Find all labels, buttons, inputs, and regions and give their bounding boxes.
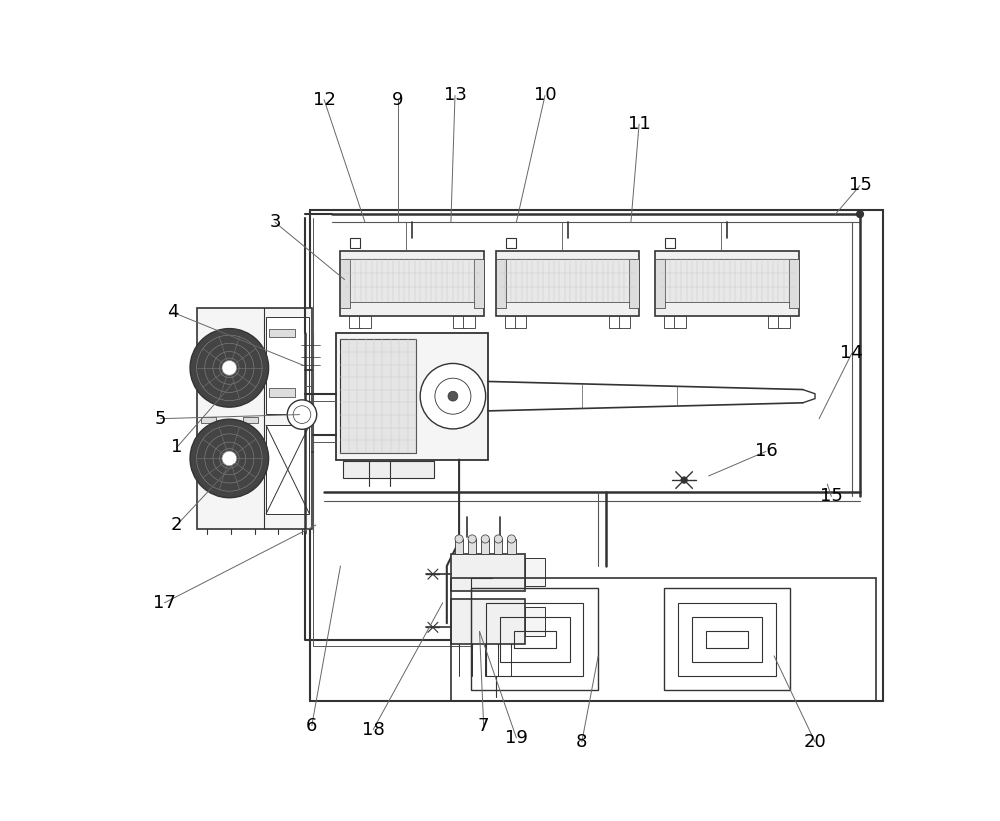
Circle shape — [856, 210, 864, 218]
Bar — [310, 210, 883, 701]
Text: 4: 4 — [167, 303, 178, 321]
Bar — [340, 251, 484, 316]
Bar — [514, 631, 556, 648]
Text: 20: 20 — [804, 733, 826, 751]
Bar — [201, 416, 216, 423]
Text: 2: 2 — [171, 516, 183, 534]
Text: 18: 18 — [362, 721, 385, 739]
Circle shape — [681, 477, 687, 484]
Bar — [515, 316, 526, 328]
Text: 16: 16 — [755, 443, 777, 461]
Bar — [655, 251, 799, 316]
Bar — [486, 603, 583, 676]
Bar — [706, 631, 748, 648]
Bar — [343, 461, 434, 478]
Circle shape — [448, 392, 458, 401]
Bar — [629, 259, 639, 308]
Text: 6: 6 — [306, 717, 317, 735]
Text: 15: 15 — [820, 488, 843, 506]
Bar — [655, 259, 665, 308]
Bar — [496, 251, 639, 316]
Bar — [619, 316, 630, 328]
Text: 3: 3 — [269, 213, 281, 232]
Circle shape — [468, 534, 476, 543]
Bar — [474, 259, 484, 308]
Text: 7: 7 — [478, 717, 489, 735]
Text: 5: 5 — [155, 410, 166, 428]
Bar — [269, 388, 295, 397]
Text: 1: 1 — [171, 438, 182, 456]
Text: 19: 19 — [505, 729, 528, 747]
Circle shape — [190, 420, 269, 498]
Circle shape — [494, 534, 502, 543]
Circle shape — [287, 400, 317, 429]
Text: 11: 11 — [628, 115, 650, 133]
Bar — [660, 259, 795, 301]
Bar — [453, 316, 465, 328]
Text: 10: 10 — [534, 86, 556, 104]
Bar — [664, 316, 676, 328]
Bar — [359, 316, 371, 328]
Text: 14: 14 — [840, 344, 863, 362]
Bar — [336, 333, 488, 460]
Bar — [500, 617, 570, 662]
Bar — [345, 259, 480, 301]
Text: 8: 8 — [576, 733, 588, 751]
Bar — [609, 316, 620, 328]
Bar — [692, 617, 762, 662]
Bar — [350, 238, 360, 248]
Bar — [525, 557, 545, 586]
Bar — [778, 316, 790, 328]
Text: 13: 13 — [444, 86, 466, 104]
Bar — [455, 539, 463, 553]
Circle shape — [455, 534, 463, 543]
Bar — [507, 539, 516, 553]
Bar — [481, 539, 489, 553]
Bar — [451, 553, 525, 590]
Bar — [266, 425, 309, 514]
Bar — [496, 259, 506, 308]
Bar — [664, 588, 790, 690]
Bar — [494, 539, 502, 553]
Bar — [678, 603, 776, 676]
Bar — [674, 316, 686, 328]
Text: 17: 17 — [153, 594, 176, 612]
Circle shape — [507, 534, 516, 543]
Text: 15: 15 — [849, 177, 871, 195]
Bar — [789, 259, 799, 308]
Bar — [349, 316, 361, 328]
Circle shape — [190, 328, 269, 407]
Bar — [500, 259, 635, 301]
Bar — [451, 578, 876, 701]
Bar — [197, 308, 312, 530]
Bar — [471, 588, 598, 690]
Bar — [468, 539, 476, 553]
Circle shape — [222, 360, 237, 375]
Bar — [768, 316, 780, 328]
Bar — [506, 238, 516, 248]
Bar — [505, 316, 516, 328]
Circle shape — [222, 451, 237, 466]
Bar — [340, 339, 416, 453]
Bar — [269, 328, 295, 337]
Text: 9: 9 — [392, 90, 403, 108]
Text: 12: 12 — [313, 90, 336, 108]
Bar — [463, 316, 475, 328]
Bar — [243, 416, 258, 423]
Bar — [451, 599, 525, 644]
Bar — [665, 238, 675, 248]
Bar — [340, 259, 350, 308]
Bar — [266, 317, 309, 415]
Circle shape — [420, 364, 486, 429]
Circle shape — [481, 534, 489, 543]
Bar — [525, 607, 545, 635]
